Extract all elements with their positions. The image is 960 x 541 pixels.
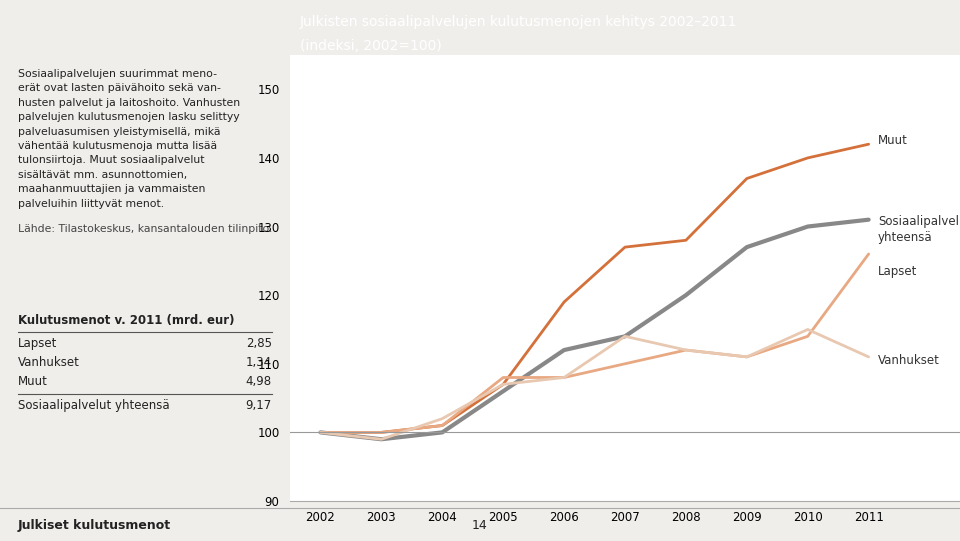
Text: 4,98: 4,98: [246, 375, 272, 388]
Text: Lähde: Tilastokeskus, kansantalouden tilinpito.: Lähde: Tilastokeskus, kansantalouden til…: [18, 224, 273, 234]
Text: 1,34: 1,34: [246, 355, 272, 368]
Text: 14: 14: [472, 519, 488, 532]
Text: Muut: Muut: [18, 375, 48, 388]
Text: Lapset: Lapset: [877, 265, 917, 278]
Text: Sosiaalipalvelut
yhteensä: Sosiaalipalvelut yhteensä: [877, 215, 960, 245]
Text: Kulutusmenot v. 2011 (mrd. eur): Kulutusmenot v. 2011 (mrd. eur): [18, 314, 234, 327]
Text: Vanhukset: Vanhukset: [877, 354, 940, 367]
Text: (indeksi, 2002=100): (indeksi, 2002=100): [300, 38, 442, 52]
Text: Vanhukset: Vanhukset: [18, 355, 80, 368]
Text: Lapset: Lapset: [18, 337, 58, 349]
Text: 2,85: 2,85: [246, 337, 272, 349]
Text: Julkisten sosiaalipalvelujen kulutusmenojen kehitys 2002–2011: Julkisten sosiaalipalvelujen kulutusmeno…: [300, 15, 737, 29]
Text: Sosiaalipalvelujen suurimmat meno-
erät ovat lasten päivähoito sekä van-
husten : Sosiaalipalvelujen suurimmat meno- erät …: [18, 69, 240, 209]
Text: Julkiset kulutusmenot: Julkiset kulutusmenot: [18, 519, 171, 532]
Text: Sosiaalipalvelut yhteensä: Sosiaalipalvelut yhteensä: [18, 399, 170, 412]
Text: 9,17: 9,17: [246, 399, 272, 412]
Text: Muut: Muut: [877, 134, 907, 147]
